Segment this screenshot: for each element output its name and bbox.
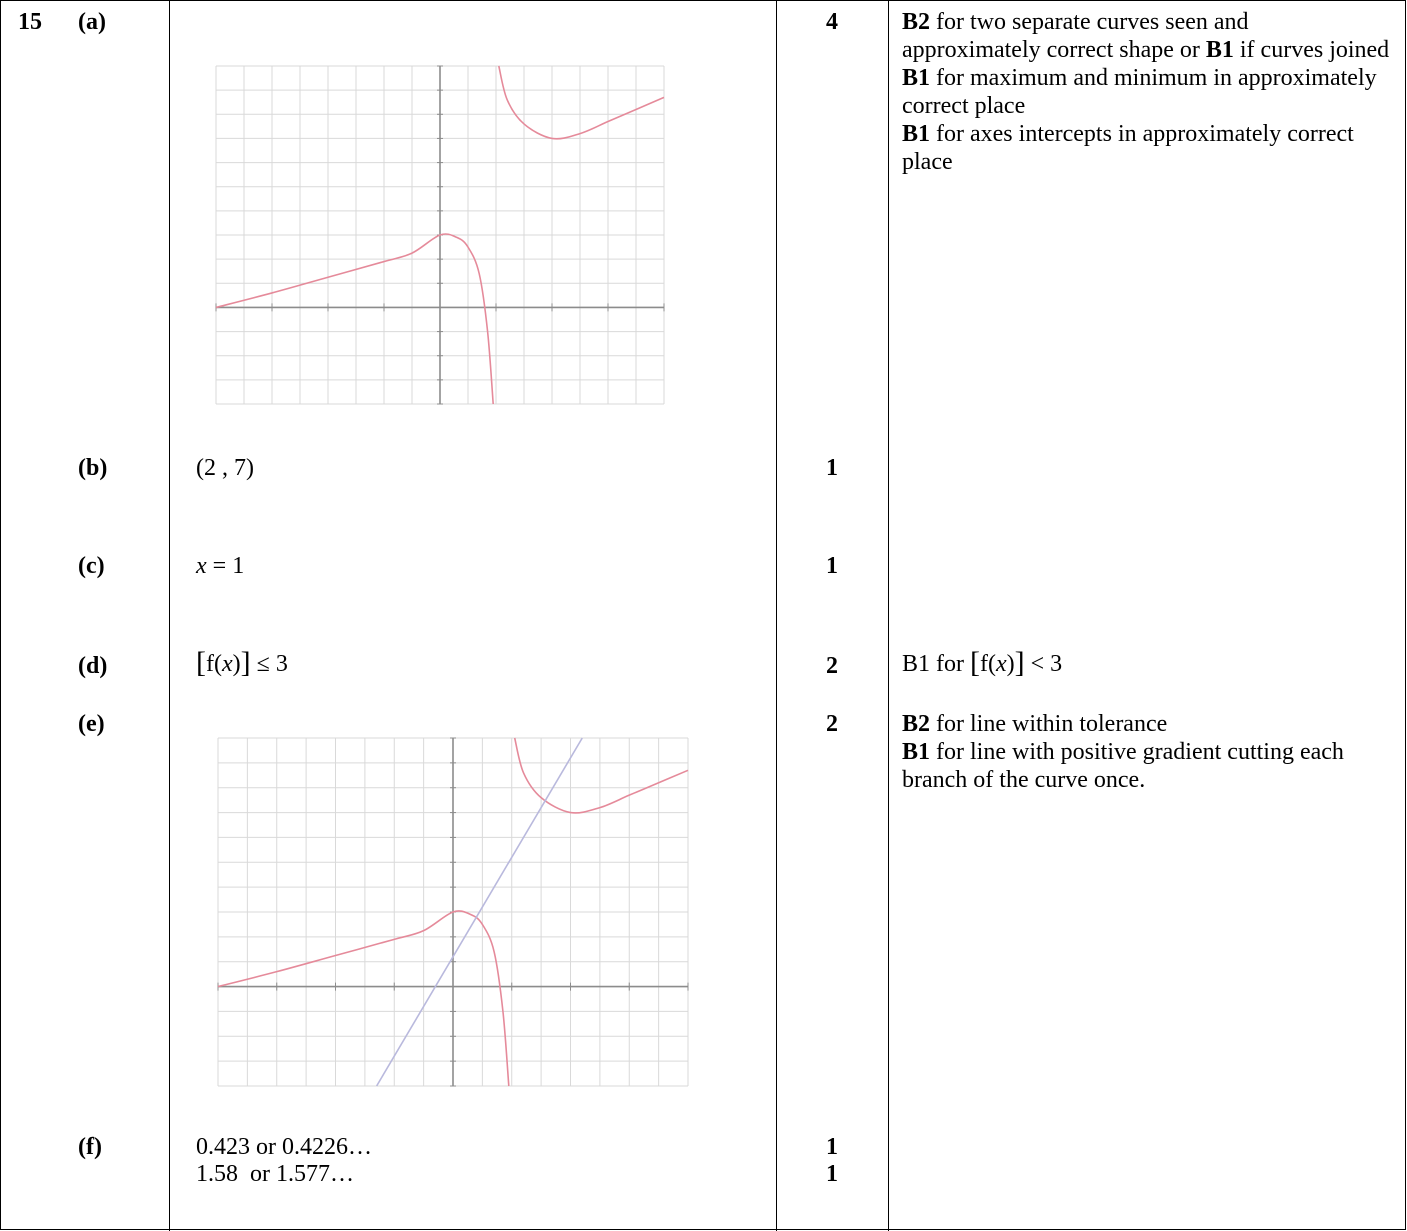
guidance-a-code-1: B2 [902,9,931,35]
answer-d-inequality: ≤ 3 [250,651,288,677]
question-number: 15 [18,8,42,36]
guidance-e: B2 for line within tolerance B1 for line… [902,710,1397,794]
part-label-f: (f) [78,1134,102,1160]
answer-c-variable: x [196,553,207,579]
answer-d-function: f( [206,651,222,677]
answer-c-value: = 1 [206,553,245,579]
answer-d-close: ) [232,651,241,677]
graph-e-curve-branch-1 [217,910,510,1087]
graph-e [212,732,694,1092]
marks-e: 2 [826,711,838,737]
answer-f-1: 0.423 or 0.4226… [196,1134,372,1160]
guidance-a-code-2: B1 [1205,37,1234,63]
guidance-e-code-2: B1 [902,739,931,765]
column-divider-guidance [888,0,889,1231]
guidance-a-text-3: for maximum and minimum in approximately… [902,65,1377,119]
graph-e-straight-line [375,737,583,1087]
marks-b: 1 [826,455,838,481]
guidance-d-inequality: < 3 [1024,651,1063,677]
part-label-a: (a) [78,9,106,35]
graph-a-curve-branch-2 [498,65,665,140]
guidance-d-function: f( [980,651,996,677]
guidance-e-text-1: for line within tolerance [930,711,1168,737]
column-divider-marks [776,0,777,1231]
graph-e-svg [217,737,689,1087]
answer-d-variable: x [221,651,233,677]
guidance-a-text-4: for axes intercepts in approximately cor… [902,121,1354,175]
marks-d: 2 [826,653,838,679]
graph-a-svg [215,65,665,405]
guidance-a-code-4: B1 [902,121,931,147]
graph-e-curve-branch-2 [513,737,689,814]
part-label-d: (d) [78,653,108,679]
guidance-d-variable: x [995,651,1007,677]
guidance-a: B2 for two separate curves seen and appr… [902,8,1392,176]
marks-f-1: 1 [826,1134,838,1160]
answer-c: x = 1 [196,552,244,580]
graph-a-curve-branch-1 [215,233,494,405]
marks-a: 4 [826,9,838,35]
column-divider-answer [169,0,170,1231]
guidance-d-close: ) [1006,651,1015,677]
part-label-b: (b) [78,455,108,481]
guidance-a-text-2: if curves joined [1233,37,1390,63]
guidance-a-code-3: B1 [902,65,931,91]
graph-a [210,60,670,410]
marks-f-2: 1 [826,1161,838,1187]
answer-f-2: 1.58 or 1.577… [196,1161,354,1187]
part-label-c: (c) [78,553,105,579]
guidance-d-prefix: B1 for [902,651,970,677]
part-label-e: (e) [78,711,105,737]
marks-c: 1 [826,553,838,579]
answer-b: (2 , 7) [196,455,254,481]
guidance-e-code-1: B2 [902,711,931,737]
question-number-text: 15 [18,9,42,35]
guidance-e-text-2: for line with positive gradient cutting … [902,739,1344,793]
answer-d: [f(x)] ≤ 3 [196,646,288,679]
guidance-d: B1 for [f(x)] < 3 [902,646,1063,679]
guidance-a-text-1: for two separate curves seen and approxi… [902,9,1249,63]
